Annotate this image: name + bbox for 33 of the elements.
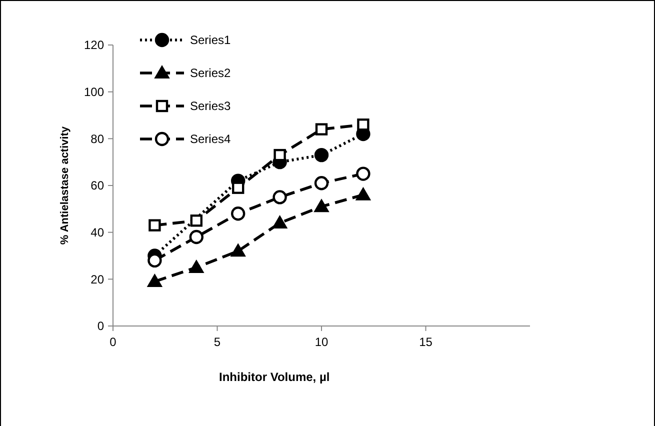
y-axis-title: % Antielastase activity [59, 126, 71, 245]
legend-label: Series3 [190, 99, 232, 114]
point [314, 199, 329, 212]
point [315, 123, 328, 136]
point [148, 219, 161, 232]
y-tick-label: 40 [90, 226, 104, 240]
point [272, 190, 287, 204]
y-tick-label: 80 [90, 132, 104, 146]
point [230, 244, 246, 257]
y-tick-label: 120 [84, 38, 104, 52]
point [188, 260, 204, 273]
point [272, 215, 288, 228]
point [147, 274, 162, 288]
point [357, 118, 370, 131]
legend-label: Series2 [190, 66, 232, 80]
y-tick-label: 60 [90, 178, 104, 193]
point [190, 214, 202, 227]
x-tick-label: 15 [419, 335, 433, 349]
y-tick-label: 0 [97, 319, 104, 334]
point [231, 206, 246, 221]
legend-label: Series1 [190, 33, 232, 48]
x-axis-title: Inhibitor Volume, µl [219, 370, 330, 384]
legend-label: Series4 [190, 132, 232, 146]
x-tick-label: 10 [314, 335, 328, 349]
y-tick-label: 20 [90, 272, 104, 286]
point [356, 166, 370, 181]
x-tick-label: 5 [214, 335, 221, 349]
y-tick-label: 100 [84, 85, 104, 100]
point [189, 230, 204, 244]
point [314, 176, 329, 190]
point [356, 187, 371, 200]
point [314, 148, 329, 162]
x-tick-label: 0 [110, 335, 117, 349]
